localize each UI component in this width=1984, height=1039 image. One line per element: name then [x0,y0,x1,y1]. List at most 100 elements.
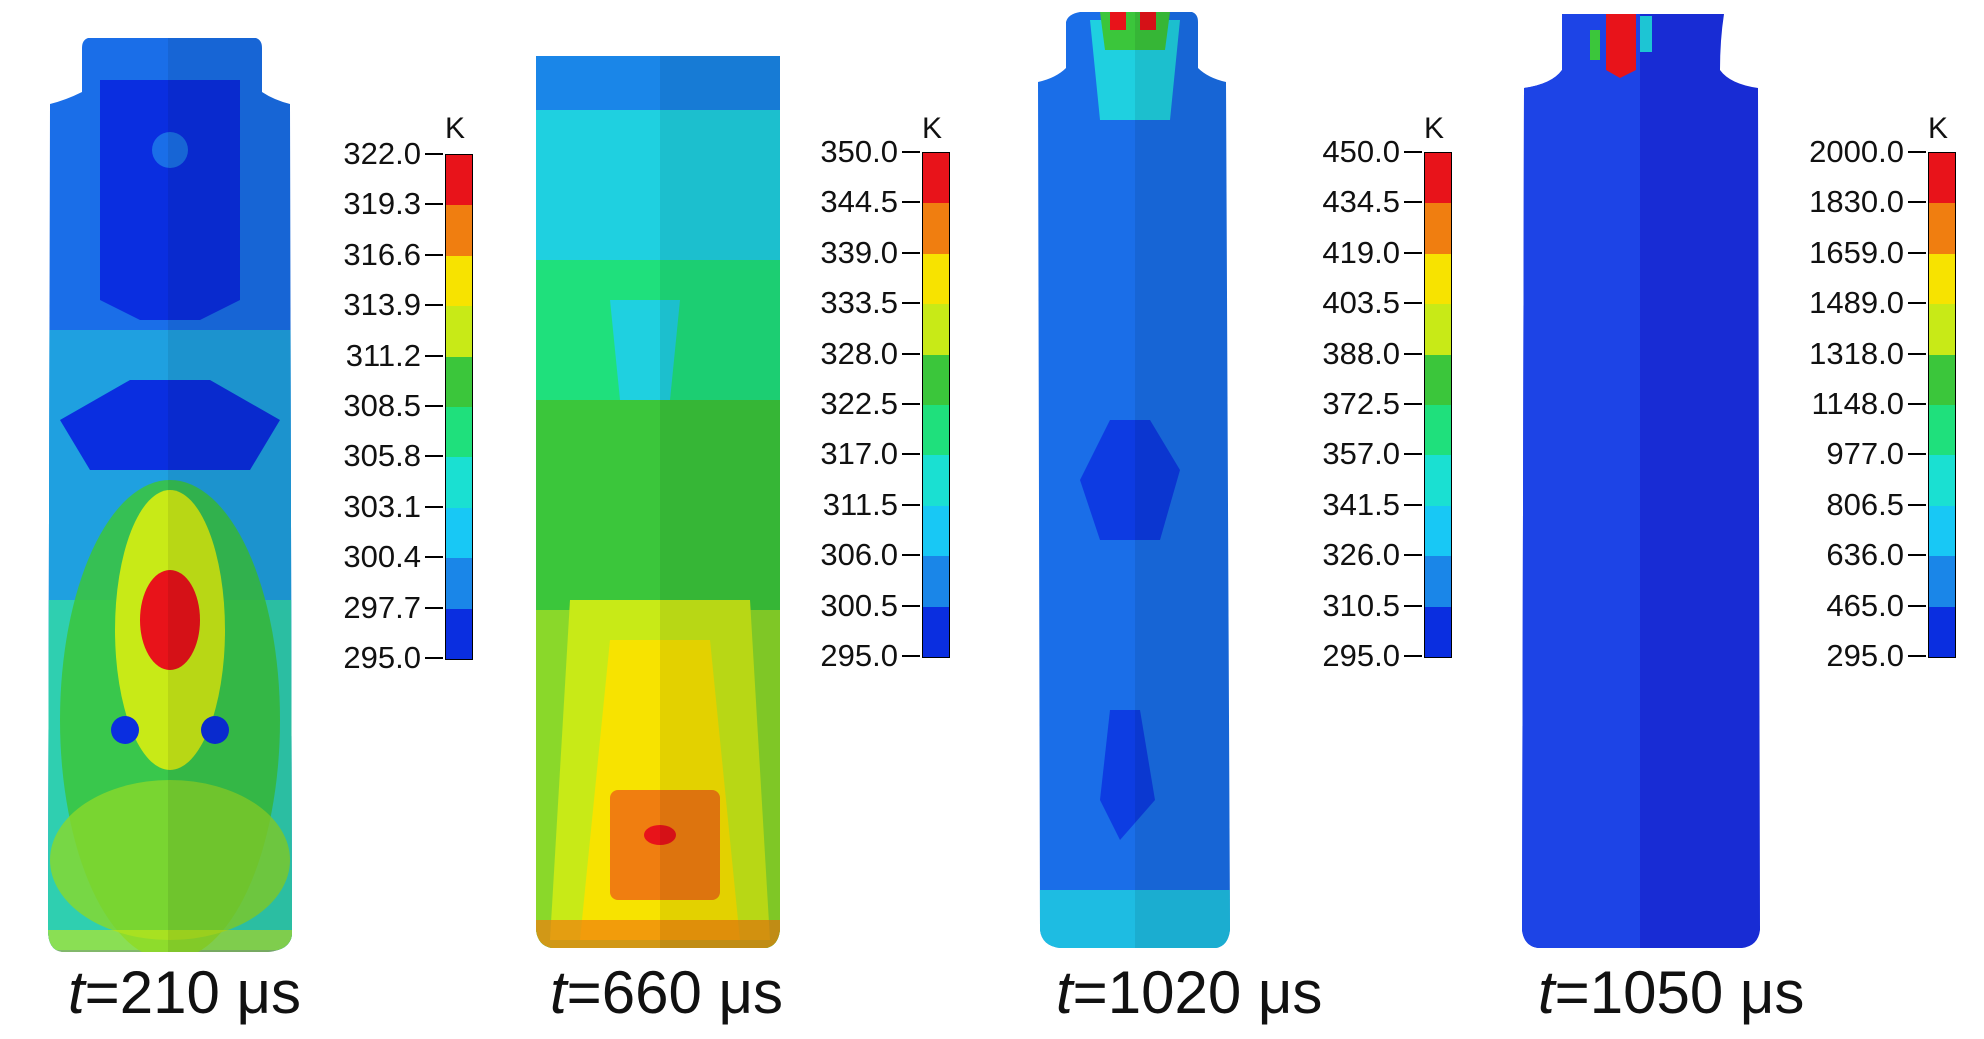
color-bar [1424,152,1452,658]
color-scale-3: K 450.0 434.5 419.0 403.5 388.0 372.5 357.0 341… [1300,112,1480,673]
scale-tick [425,657,443,659]
scale-label: 357.0 [1322,436,1400,472]
color-band [1929,556,1955,608]
scale-label: 1659.0 [1809,234,1904,270]
color-band [1929,405,1955,456]
time-variable: t [1538,959,1555,1026]
time-caption-3: t=1020 μs [1056,958,1322,1027]
scale-label: 295.0 [820,638,898,673]
panel-2: K 350.0 344.5 339.0 333.5 328.0 322.5 317.0 311… [480,0,980,1039]
specimen-plot-4 [1522,14,1760,948]
specimen-plot-2 [536,56,780,948]
scale-label: 313.9 [343,287,421,323]
scale-label: 317.0 [820,436,898,472]
scale-label: 310.5 [1322,587,1400,623]
scale-label: 1318.0 [1809,335,1904,371]
scale-label: 388.0 [1322,335,1400,371]
scale-label: 300.5 [820,587,898,623]
scale-label: 316.6 [343,236,421,272]
scale-tick [1404,503,1422,506]
scale-label: 1489.0 [1809,285,1904,321]
scale-tick [902,302,920,305]
color-band [1425,304,1451,356]
color-band [923,455,949,507]
scale-tick [902,201,920,204]
scale-label: 636.0 [1826,537,1904,573]
scale-tick [902,604,920,607]
scale-tick [425,405,443,407]
scale-tick [1908,151,1926,153]
scale-label: 1830.0 [1809,184,1904,220]
scale-label: 344.5 [820,184,898,220]
scale-tick [902,403,920,405]
time-variable: t [550,959,567,1026]
color-scale-1: K 322.0 319.3 316.6 313.9 311.2 308.5 305.8 303… [325,112,505,675]
time-value: =1020 μs [1072,959,1323,1026]
scale-tick [1404,403,1422,405]
scale-tick [902,655,920,657]
specimen-plot-3 [1038,12,1230,948]
specimen-plot-1 [48,38,292,952]
time-variable: t [1056,959,1073,1026]
scale-tick [425,505,443,508]
time-value: =1050 μs [1554,959,1805,1026]
color-band [923,304,949,356]
scale-label: 333.5 [820,285,898,321]
color-scale-4: K 2000.0 1830.0 1659.0 1489.0 1318.0 1148.0 97… [1774,112,1956,673]
time-value: =660 μs [566,959,784,1026]
scale-tick [1908,251,1926,254]
color-band [446,457,472,509]
scale-label: 303.1 [343,488,421,524]
scale-label: 1148.0 [1811,386,1904,421]
color-band [923,556,949,608]
scale-tick [1404,554,1422,557]
scale-tick [1404,201,1422,204]
color-band [923,153,949,204]
color-band [923,354,949,406]
color-band [1425,405,1451,456]
scale-tick [1404,604,1422,607]
scale-label: 300.4 [343,539,421,575]
color-band [1929,203,1955,255]
scale-label: 311.2 [345,337,421,373]
color-band [446,507,472,559]
color-band [1929,455,1955,507]
scale-tick [1908,655,1926,657]
color-band [1425,354,1451,406]
scale-tick [1404,453,1422,456]
scale-tick [1404,352,1422,355]
color-band [1929,606,1955,658]
scale-tick [425,606,443,609]
scale-tick [425,203,443,206]
scale-tick [1908,453,1926,456]
scale-label: 465.0 [1826,587,1904,623]
scale-label: 806.5 [1826,486,1904,522]
color-band [1929,253,1955,305]
color-scale-2: K 350.0 344.5 339.0 333.5 328.0 322.5 317.0 311… [798,112,978,673]
color-band [1929,354,1955,406]
scale-label: 341.5 [1322,486,1400,522]
color-band [1929,304,1955,356]
color-band [1929,153,1955,204]
scale-tick [425,354,443,357]
scale-tick [1908,604,1926,607]
scale-tick [1908,554,1926,557]
color-band [446,407,472,458]
unit-label: K [922,112,943,145]
scale-label: 297.7 [343,589,421,625]
scale-label: 295.0 [1322,638,1400,673]
color-band [1425,153,1451,204]
scale-label: 339.0 [820,234,898,270]
scale-label: 305.8 [343,438,421,474]
scale-tick [1404,251,1422,254]
color-band [446,306,472,358]
scale-label: 419.0 [1322,234,1400,270]
scale-label: 977.0 [1826,436,1904,472]
scale-label: 2000.0 [1809,134,1904,169]
scale-tick [902,453,920,456]
color-band [446,356,472,408]
scale-label: 295.0 [343,640,421,675]
scale-label: 350.0 [820,134,898,169]
scale-tick [425,556,443,559]
